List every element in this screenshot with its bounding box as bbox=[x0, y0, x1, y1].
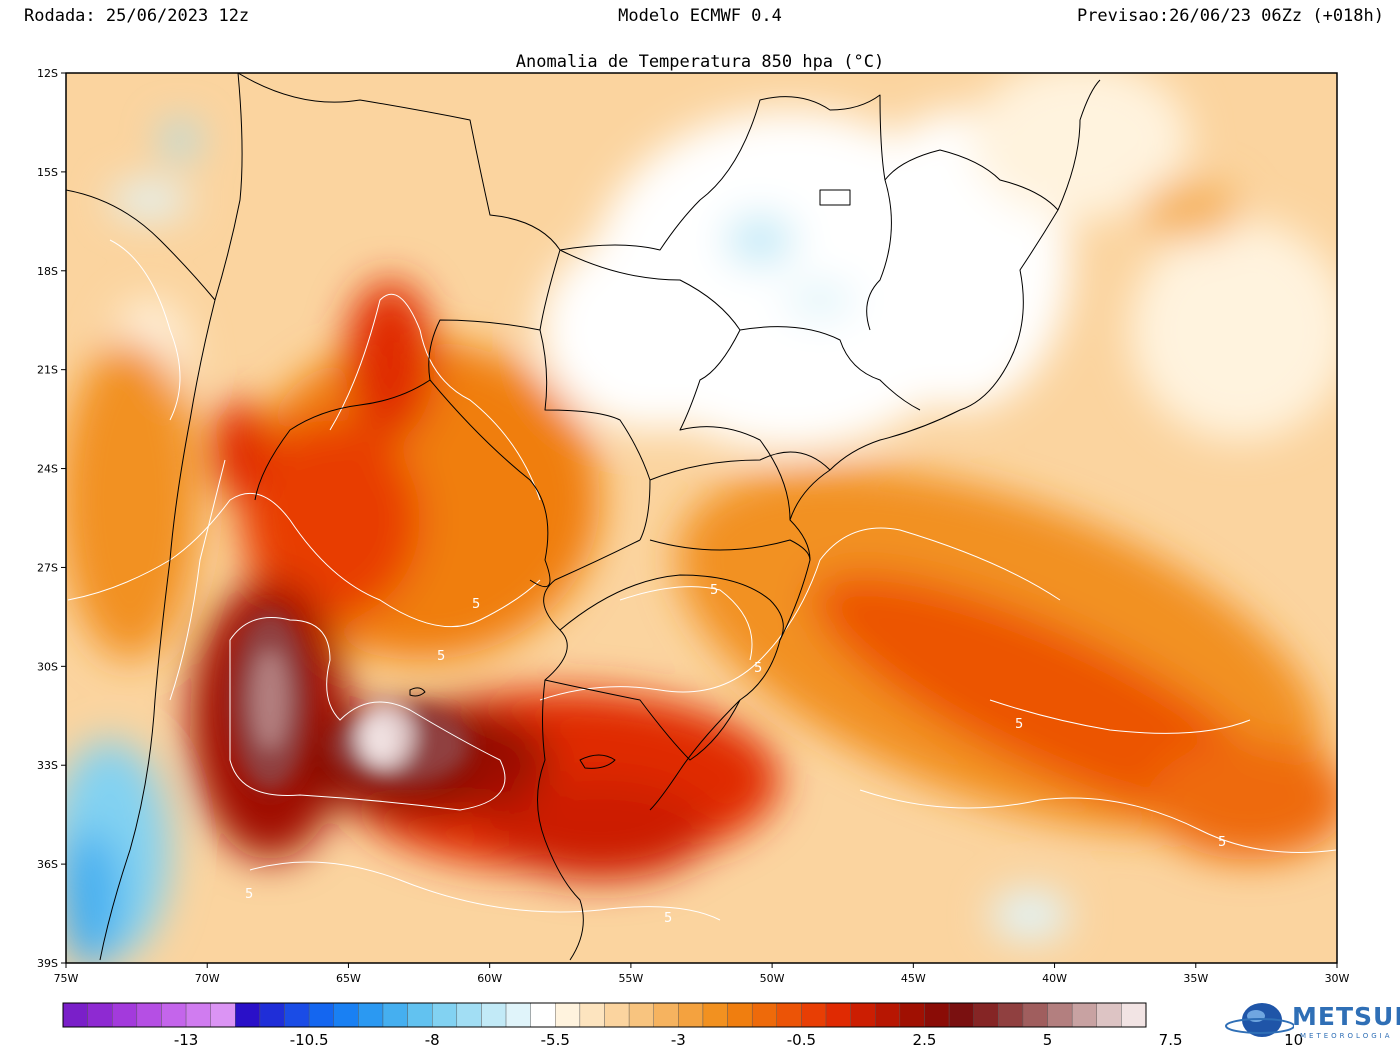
colorbar-swatch bbox=[875, 1002, 901, 1028]
contour-label: 5 bbox=[1015, 717, 1023, 732]
lat-tick-label: 24S bbox=[37, 463, 58, 476]
lat-tick-label: 30S bbox=[37, 660, 58, 673]
colorbar-label: 7.5 bbox=[1159, 1031, 1183, 1049]
colorbar-swatch bbox=[579, 1002, 605, 1028]
colorbar-swatch bbox=[333, 1002, 359, 1028]
lon-tick-label: 35W bbox=[1183, 972, 1208, 985]
colorbar-swatch bbox=[727, 1002, 753, 1028]
colorbar-swatch bbox=[1096, 1002, 1122, 1028]
lat-tick-label: 15S bbox=[37, 166, 58, 179]
logo-subtitle: METEOROLOGIA bbox=[1300, 1032, 1393, 1040]
lat-tick-label: 18S bbox=[37, 265, 58, 278]
colorbar-label: -5.5 bbox=[541, 1031, 570, 1049]
anomaly-field bbox=[66, 73, 1337, 963]
political-borders bbox=[66, 73, 1101, 961]
colorbar-swatch bbox=[751, 1002, 777, 1028]
model-label: Modelo ECMWF 0.4 bbox=[618, 6, 782, 26]
colorbar-label: -3 bbox=[671, 1031, 686, 1049]
colorbar-swatch bbox=[210, 1002, 236, 1028]
colorbar-label: -13 bbox=[174, 1031, 199, 1049]
colorbar-swatch bbox=[702, 1002, 728, 1028]
contour-label: 5 bbox=[1218, 835, 1226, 850]
colorbar-swatch bbox=[185, 1002, 211, 1028]
colorbar-swatch bbox=[604, 1002, 630, 1028]
colorbar-swatch bbox=[456, 1002, 482, 1028]
colorbar-swatch bbox=[136, 1002, 162, 1028]
colorbar-swatch bbox=[948, 1002, 974, 1028]
lat-tick-label: 33S bbox=[37, 759, 58, 772]
forecast-time-label: Previsao:26/06/23 06Zz (+018h) bbox=[1076, 6, 1384, 26]
latitude-axis: 12S 15S 18S 21S 24S 27S 30S 33S 36S 39S bbox=[37, 67, 66, 970]
colorbar-label: 5 bbox=[1043, 1031, 1053, 1049]
contour-label: 5 bbox=[754, 661, 762, 676]
colorbar-label: 2.5 bbox=[913, 1031, 937, 1049]
colorbar-swatch bbox=[530, 1002, 556, 1028]
colorbar-swatch bbox=[678, 1002, 704, 1028]
colorbar-label: -10.5 bbox=[290, 1031, 329, 1049]
colorbar-swatch bbox=[850, 1002, 876, 1028]
colorbar-swatch bbox=[432, 1002, 458, 1028]
contour-label: 5 bbox=[664, 911, 672, 926]
colorbar-swatch bbox=[825, 1002, 851, 1028]
map-frame bbox=[65, 72, 1338, 964]
colorbar-swatch bbox=[481, 1002, 507, 1028]
colorbar-swatch bbox=[407, 1002, 433, 1028]
logo-name: METSUL bbox=[1292, 1002, 1400, 1031]
lon-tick-label: 45W bbox=[901, 972, 926, 985]
colorbar-swatch bbox=[924, 1002, 950, 1028]
colorbar-swatch bbox=[973, 1002, 999, 1028]
colorbar-label: -8 bbox=[425, 1031, 440, 1049]
colorbar-swatch bbox=[1121, 1002, 1147, 1028]
colorbar-swatch bbox=[1071, 1002, 1097, 1028]
colorbar-label: -0.5 bbox=[787, 1031, 816, 1049]
lat-tick-label: 39S bbox=[37, 957, 58, 970]
colorbar-swatch bbox=[87, 1002, 113, 1028]
run-date-label: Rodada: 25/06/2023 12z bbox=[24, 6, 250, 26]
colorbar-swatch bbox=[1047, 1002, 1073, 1028]
metsul-logo: METSUL METEOROLOGIA bbox=[1224, 996, 1400, 1046]
colorbar-swatch bbox=[653, 1002, 679, 1028]
lat-tick-label: 12S bbox=[37, 67, 58, 80]
longitude-axis: 75W 70W 65W 60W 55W 50W 45W 40W 35W 30W bbox=[54, 963, 1350, 985]
colorbar-swatch bbox=[1022, 1002, 1048, 1028]
lon-tick-label: 70W bbox=[195, 972, 220, 985]
lon-tick-label: 30W bbox=[1325, 972, 1350, 985]
lon-tick-label: 60W bbox=[477, 972, 502, 985]
lat-tick-label: 36S bbox=[37, 858, 58, 871]
colorbar-swatch bbox=[382, 1002, 408, 1028]
contour-label: 5 bbox=[710, 583, 718, 598]
contour-value-labels: 5 5 5 5 5 5 5 5 bbox=[245, 583, 1226, 926]
colorbar-swatch bbox=[505, 1002, 531, 1028]
colorbar-swatch bbox=[899, 1002, 925, 1028]
colorbar-swatch bbox=[161, 1002, 187, 1028]
contour-label: 5 bbox=[472, 597, 480, 612]
colorbar-swatch bbox=[308, 1002, 334, 1028]
colorbar-swatch bbox=[284, 1002, 310, 1028]
colorbar-swatch bbox=[358, 1002, 384, 1028]
colorbar-swatch bbox=[998, 1002, 1024, 1028]
colorbar: -13-10.5-8-5.5-3-0.52.557.51012.515 bbox=[62, 1002, 1303, 1049]
colorbar-swatch bbox=[555, 1002, 581, 1028]
lon-tick-label: 75W bbox=[54, 972, 79, 985]
colorbar-swatch bbox=[801, 1002, 827, 1028]
map-title: Anomalia de Temperatura 850 hpa (°C) bbox=[515, 52, 885, 72]
lat-tick-label: 27S bbox=[37, 561, 58, 574]
lon-tick-label: 40W bbox=[1042, 972, 1067, 985]
colorbar-swatch bbox=[259, 1002, 285, 1028]
colorbar-swatch bbox=[776, 1002, 802, 1028]
contour-label: 5 bbox=[437, 649, 445, 664]
colorbar-label: 10 bbox=[1284, 1031, 1303, 1049]
lat-tick-label: 21S bbox=[37, 364, 58, 377]
lon-tick-label: 55W bbox=[618, 972, 643, 985]
lon-tick-label: 50W bbox=[760, 972, 785, 985]
contour-label: 5 bbox=[245, 887, 253, 902]
globe-icon bbox=[1225, 1003, 1294, 1037]
colorbar-swatch bbox=[235, 1002, 261, 1028]
lon-tick-label: 65W bbox=[336, 972, 361, 985]
colorbar-swatch bbox=[62, 1002, 88, 1028]
colorbar-swatch bbox=[112, 1002, 138, 1028]
colorbar-swatch bbox=[628, 1002, 654, 1028]
colorbar-frame bbox=[62, 1002, 1147, 1028]
